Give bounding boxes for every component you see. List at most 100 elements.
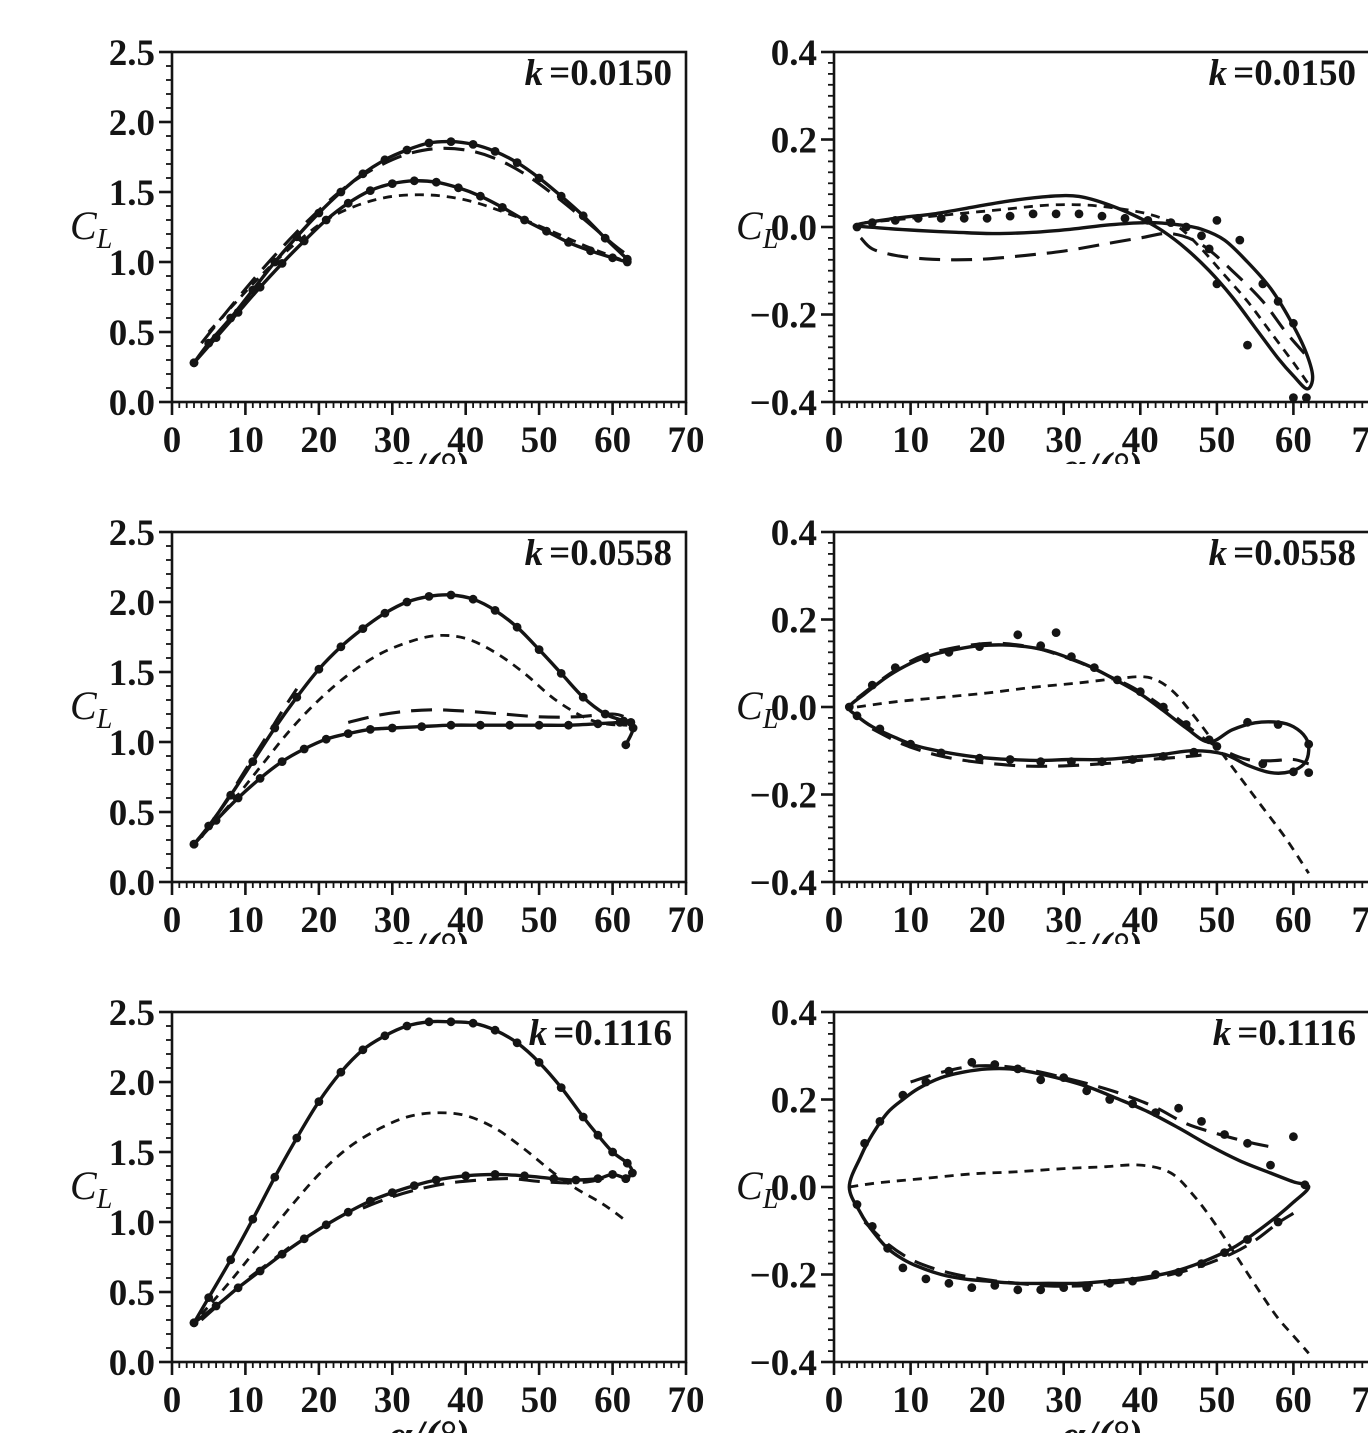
data-point: [621, 1174, 631, 1183]
data-point: [204, 1293, 214, 1302]
data-point: [1082, 1086, 1092, 1096]
series-model-short-dash: [864, 203, 1310, 386]
data-point: [409, 176, 419, 186]
data-point: [248, 757, 258, 766]
data-point: [1143, 216, 1153, 225]
y-tick-label: 0.2: [771, 1081, 817, 1122]
data-point: [556, 669, 566, 678]
data-point: [402, 597, 412, 607]
plot-frame: [170, 530, 688, 884]
y-axis-symbol: C: [736, 1163, 763, 1208]
data-point: [959, 213, 969, 223]
data-point: [490, 147, 500, 156]
y-tick-label: −0.4: [750, 383, 817, 424]
y-tick-label: 0.4: [771, 513, 817, 554]
x-tick-label: 10: [227, 420, 264, 461]
data-point: [358, 624, 368, 633]
data-point: [1051, 628, 1061, 637]
data-point: [1013, 630, 1023, 640]
data-point: [1220, 1130, 1229, 1139]
data-point: [1302, 393, 1311, 402]
data-point: [314, 1097, 324, 1106]
data-point: [446, 720, 456, 730]
data-point: [936, 748, 946, 758]
y-axis-subscript: L: [762, 704, 779, 735]
y-axis-symbol: C: [70, 203, 97, 248]
series-model-long-dash-rise: [200, 687, 299, 839]
x-tick-label: 60: [1275, 900, 1312, 941]
plot-cl-alpha-k0-0150: 0 10 20 30 40 50 60 70 0.0 0.5 1.0 1.5 2.0 2.5: [109, 33, 705, 461]
data-point: [875, 1117, 885, 1126]
series-model-long-dash: [200, 146, 629, 345]
data-point: [336, 1067, 346, 1077]
x-tick-label: 20: [969, 900, 1006, 941]
chart-panel-cl-k0558: 0 10 20 30 40 50 60 70 0.0 0.5 1.0 1.5 2.0 2.5 CL k =0…: [40, 496, 724, 944]
data-point: [277, 757, 287, 766]
data-point: [490, 606, 500, 615]
data-point: [512, 158, 522, 168]
data-point: [1243, 1138, 1252, 1148]
data-point: [490, 1170, 500, 1179]
data-point: [1036, 1285, 1046, 1295]
k-symbol: k: [524, 53, 544, 94]
data-point: [1273, 720, 1283, 729]
data-point: [1197, 1117, 1206, 1126]
data-point: [461, 1171, 471, 1181]
data-point: [1289, 318, 1298, 328]
x-axis-units: /(°): [412, 1413, 470, 1433]
chart-panel-clsmall-k0558: 0 10 20 30 40 50 60 70 −0.4 −0.2 0.0 0.2 0.4 CL k=0.…: [724, 496, 1368, 944]
data-point: [233, 308, 243, 317]
data-point: [1036, 1075, 1046, 1085]
y-tick-label: 0.0: [109, 1343, 155, 1384]
x-tick-label: 30: [374, 1380, 411, 1421]
data-point: [944, 1278, 954, 1288]
y-tick-label: 2.0: [109, 103, 155, 144]
data-point: [387, 179, 397, 189]
y-tick-label: 0.0: [771, 1168, 817, 1209]
data-point: [476, 191, 485, 201]
data-point: [468, 140, 478, 149]
data-point: [1300, 1180, 1310, 1190]
k-annotation: k =0.1116: [529, 1012, 672, 1055]
data-point: [1074, 209, 1084, 219]
data-point: [1289, 1132, 1298, 1142]
data-point: [921, 1274, 931, 1284]
data-point: [1013, 1064, 1023, 1074]
data-point: [512, 622, 522, 632]
y-tick-label: 1.0: [109, 243, 155, 284]
y-axis-subscript: L: [96, 224, 113, 255]
data-point: [1197, 231, 1206, 241]
data-point: [628, 1168, 637, 1178]
data-point: [921, 1077, 931, 1087]
data-point: [1243, 717, 1252, 727]
data-point: [431, 1175, 441, 1185]
y-tick-label: 0.4: [771, 993, 817, 1034]
x-axis-label: α/(°): [834, 1412, 1368, 1433]
x-tick-label: 30: [374, 420, 411, 461]
data-point: [380, 608, 390, 618]
data-point: [446, 1017, 456, 1027]
x-tick-label: 60: [594, 900, 631, 941]
data-point: [248, 1214, 258, 1224]
data-point: [990, 1060, 1000, 1069]
y-axis-symbol: C: [736, 683, 763, 728]
data-point: [990, 1281, 1000, 1290]
data-point: [936, 213, 946, 223]
data-point: [255, 282, 265, 292]
data-point: [343, 729, 353, 738]
data-point: [270, 1172, 280, 1182]
data-point: [975, 753, 984, 763]
series-model-short-dash: [849, 1163, 1310, 1355]
y-tick-label: 0.2: [771, 121, 817, 162]
series-model-long-dash-upper: [910, 1064, 1271, 1149]
data-point: [875, 724, 885, 734]
data-point: [1243, 1235, 1252, 1244]
x-axis-units: /(°): [1085, 925, 1143, 944]
chart-panel-clsmall-k0150: 0 10 20 30 40 50 60 70 −0.4 −0.2 0.0 0.2 0.4 CL k=0.…: [724, 16, 1368, 464]
data-point: [1181, 720, 1191, 729]
y-tick-label: 1.0: [109, 723, 155, 764]
series-experiment-upstroke: [192, 1019, 635, 1324]
x-tick-label: 60: [1275, 420, 1312, 461]
x-axis-units: /(°): [412, 925, 470, 944]
plot-cl-alpha-k0-0150-small: 0 10 20 30 40 50 60 70 −0.4 −0.2 0.0 0.2 0.4: [750, 33, 1368, 461]
